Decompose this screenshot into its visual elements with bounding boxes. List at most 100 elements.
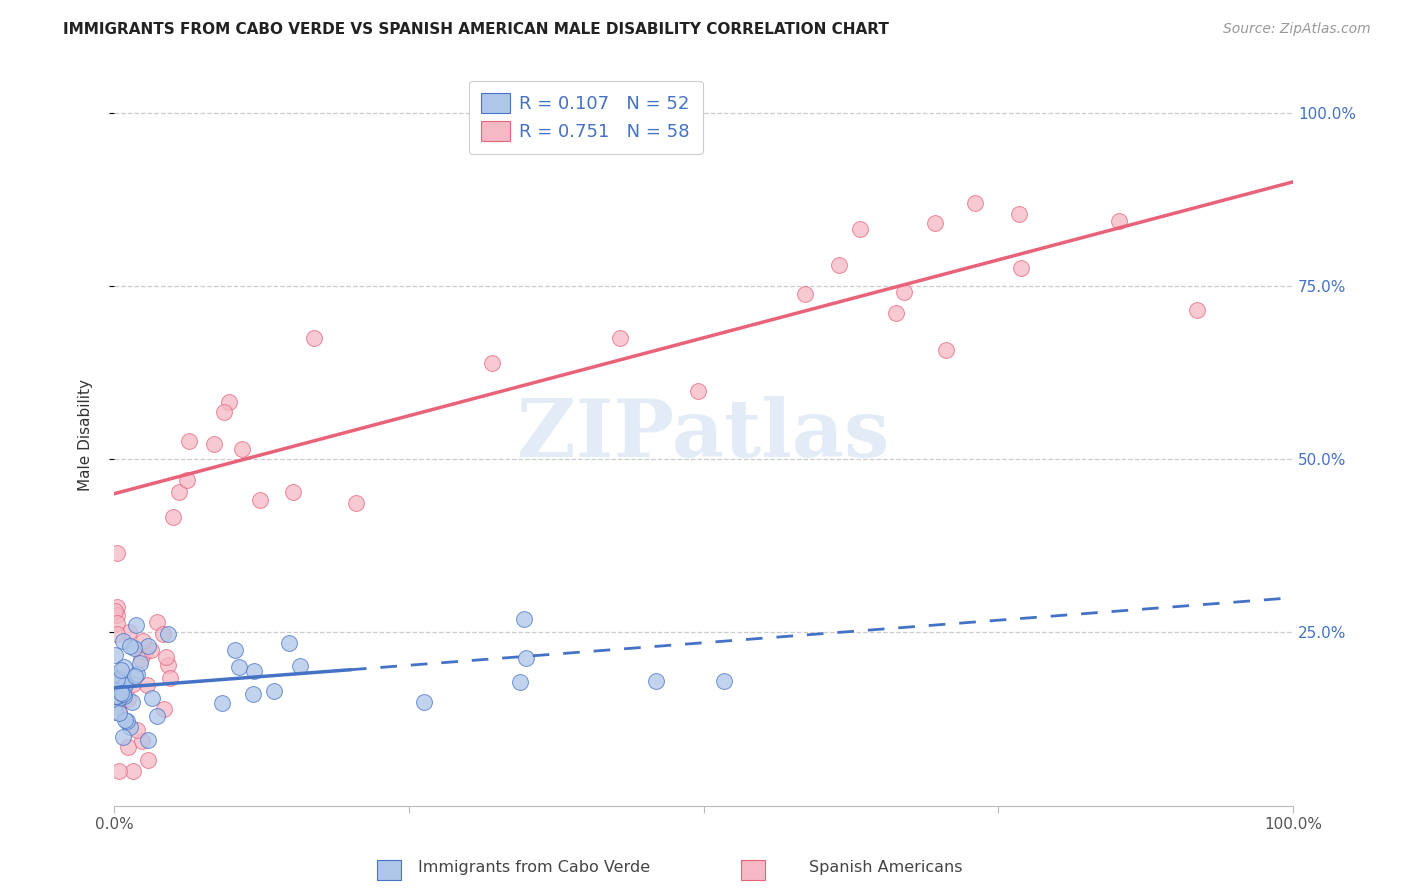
- Point: [1010, 261, 1032, 276]
- Point: [281, 484, 304, 499]
- Point: [228, 660, 250, 674]
- Point: [169, 484, 191, 499]
- Point: [481, 356, 503, 370]
- Point: [108, 690, 131, 705]
- Point: [105, 689, 128, 703]
- Point: [849, 221, 872, 235]
- Point: [1008, 207, 1031, 221]
- Point: [128, 656, 150, 670]
- Point: [107, 683, 129, 698]
- Point: [1185, 303, 1208, 318]
- Point: [152, 627, 174, 641]
- Point: [110, 663, 132, 677]
- Point: [963, 196, 986, 211]
- Text: ZIPatlas: ZIPatlas: [517, 396, 890, 474]
- Text: IMMIGRANTS FROM CABO VERDE VS SPANISH AMERICAN MALE DISABILITY CORRELATION CHART: IMMIGRANTS FROM CABO VERDE VS SPANISH AM…: [63, 22, 889, 37]
- Point: [107, 705, 129, 719]
- Point: [129, 652, 152, 666]
- Point: [111, 633, 134, 648]
- Point: [108, 680, 131, 694]
- Point: [121, 695, 143, 709]
- Legend: R = 0.107   N = 52, R = 0.751   N = 58: R = 0.107 N = 52, R = 0.751 N = 58: [468, 80, 703, 153]
- Point: [145, 615, 167, 629]
- Point: [118, 624, 141, 639]
- Point: [112, 730, 135, 744]
- Point: [127, 666, 149, 681]
- Point: [153, 701, 176, 715]
- Point: [112, 669, 135, 683]
- Point: [134, 645, 156, 659]
- Point: [224, 643, 246, 657]
- Point: [131, 734, 153, 748]
- Point: [124, 618, 146, 632]
- Point: [145, 709, 167, 723]
- Point: [513, 612, 536, 626]
- Point: [290, 659, 312, 673]
- Point: [112, 678, 135, 692]
- Point: [122, 676, 145, 690]
- Point: [509, 675, 531, 690]
- Point: [828, 258, 851, 272]
- Point: [211, 696, 233, 710]
- Text: Spanish Americans: Spanish Americans: [808, 861, 963, 875]
- Point: [515, 650, 537, 665]
- Point: [302, 331, 325, 345]
- Point: [157, 627, 180, 641]
- Point: [609, 331, 631, 345]
- Point: [935, 343, 957, 357]
- Point: [105, 693, 128, 707]
- Point: [114, 673, 136, 688]
- Point: [110, 683, 132, 698]
- Point: [107, 764, 129, 778]
- Point: [162, 509, 184, 524]
- Point: [884, 306, 907, 320]
- Point: [179, 434, 201, 449]
- Point: [114, 714, 136, 728]
- Point: [112, 690, 135, 704]
- Point: [212, 405, 235, 419]
- Point: [122, 764, 145, 778]
- Point: [105, 545, 128, 559]
- Point: [108, 706, 131, 721]
- Point: [122, 640, 145, 655]
- Point: [110, 686, 132, 700]
- Point: [156, 657, 179, 672]
- Point: [713, 673, 735, 688]
- Point: [105, 607, 128, 622]
- Point: [112, 660, 135, 674]
- Point: [176, 473, 198, 487]
- Point: [107, 689, 129, 703]
- Point: [344, 496, 367, 510]
- Point: [893, 285, 915, 299]
- Point: [136, 677, 159, 691]
- Point: [243, 664, 266, 678]
- Point: [155, 650, 177, 665]
- Point: [104, 648, 127, 662]
- Point: [141, 690, 163, 705]
- Point: [132, 633, 155, 648]
- Point: [136, 733, 159, 747]
- Point: [231, 442, 253, 457]
- Point: [242, 687, 264, 701]
- Point: [249, 493, 271, 508]
- Point: [136, 639, 159, 653]
- Point: [111, 673, 134, 688]
- Point: [107, 684, 129, 698]
- Point: [117, 691, 139, 706]
- Point: [125, 723, 148, 737]
- Point: [111, 687, 134, 701]
- Point: [105, 599, 128, 614]
- Text: Source: ZipAtlas.com: Source: ZipAtlas.com: [1223, 22, 1371, 37]
- Point: [263, 684, 285, 698]
- Point: [104, 706, 127, 720]
- Point: [793, 287, 815, 301]
- Point: [686, 384, 709, 399]
- Point: [138, 753, 160, 767]
- Point: [114, 678, 136, 692]
- Text: Immigrants from Cabo Verde: Immigrants from Cabo Verde: [418, 861, 651, 875]
- Point: [107, 684, 129, 698]
- Point: [413, 695, 436, 709]
- Point: [644, 674, 666, 689]
- Y-axis label: Male Disability: Male Disability: [79, 379, 93, 491]
- Point: [104, 604, 127, 618]
